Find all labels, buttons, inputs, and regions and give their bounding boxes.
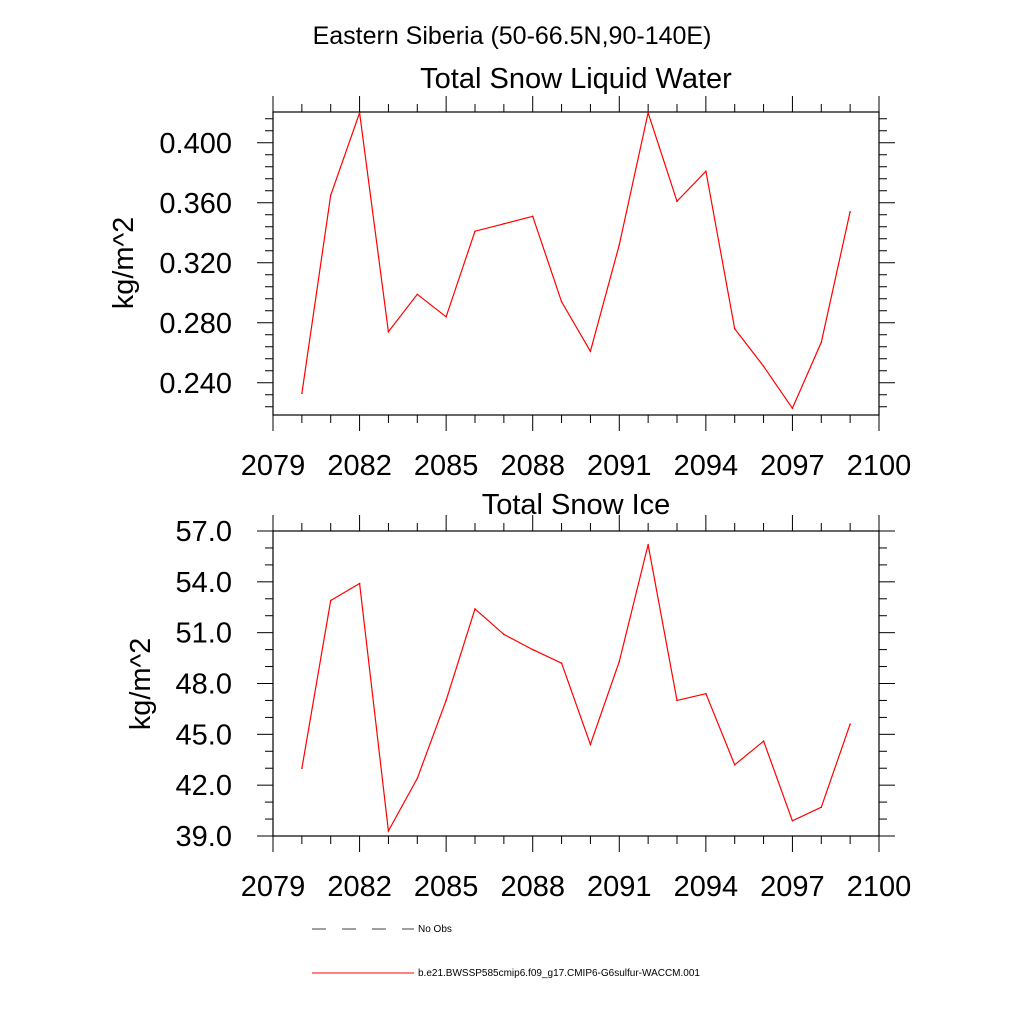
data-point [618,660,621,663]
data-point [560,662,563,664]
chart-title-liquid-water: Total Snow Liquid Water [420,63,732,95]
x-tick-label: 2079 [241,871,306,903]
x-tick-label: 2100 [847,450,912,482]
legend-model-label: b.e21.BWSSP585cmip6.f09_g17.CMIP6-G6sulf… [418,968,700,979]
data-point [849,210,851,213]
x-tick-label: 2094 [674,450,739,482]
data-point [387,830,390,832]
data-point [474,608,476,610]
y-tick-label: 0.360 [159,188,232,220]
plot-frame-snow-ice [272,530,880,837]
y-tick-label: 45.0 [176,719,232,751]
x-tick-label: 2100 [847,871,912,903]
data-point [416,293,419,296]
data-point [329,599,332,602]
y-tick-label: 57.0 [176,516,232,548]
data-point [560,300,563,303]
y-tick-label: 39.0 [176,821,232,853]
data-point [762,365,765,368]
y-tick-label: 54.0 [176,567,232,599]
data-point [705,170,707,173]
y-tick-label: 0.280 [159,308,232,340]
data-point [474,230,476,233]
data-point [301,392,303,395]
y-tick-label: 42.0 [176,770,232,802]
chart-title-snow-ice: Total Snow Ice [482,489,671,521]
data-point [589,350,592,353]
data-point [705,692,707,695]
y-tick-label: 0.320 [159,248,232,280]
x-tick-label: 2088 [500,871,565,903]
data-point [820,341,823,344]
x-tick-label: 2097 [760,871,825,903]
chart-snow-liquid-water: Total Snow Liquid Water kg/m^2 2079 2082 2… [108,63,911,482]
axis-ticks-liquid-water [257,96,895,431]
tick-labels-snow-ice: 2079 2082 2085 2088 2091 2094 2097 2100 39.0 42.0… [176,516,912,903]
data-point [762,740,765,742]
data-point [445,315,447,318]
series-line-snow-ice [301,544,851,833]
series-liquid-water [301,110,851,410]
series-line-liquid-water [301,110,851,410]
data-point [676,200,678,203]
data-point [445,699,447,702]
data-point [503,633,505,636]
chart-snow-ice: Total Snow Ice kg/m^2 2079 2082 2085 2088 20… [125,489,911,903]
data-point [503,222,505,225]
data-point [416,777,419,780]
data-point [329,194,332,197]
data-point [849,723,851,725]
tick-labels-liquid-water: 2079 2082 2085 2088 2091 2094 2097 2100 0.240 0.2… [159,128,911,482]
y-axis-label-snow-ice: kg/m^2 [125,638,157,731]
y-tick-label: 48.0 [176,669,232,701]
data-point [647,111,649,114]
series-snow-ice [301,543,851,833]
y-axis-label-liquid-water: kg/m^2 [108,217,140,310]
data-point [791,819,794,822]
y-tick-label: 0.240 [159,368,232,400]
data-point [387,330,390,333]
data-point [618,243,621,246]
data-point [733,327,736,330]
legend: No Obs b.e21.BWSSP585cmip6.f09_g17.CMIP6… [312,924,700,979]
x-tick-label: 2094 [674,871,739,903]
data-point [531,648,534,651]
y-tick-label: 51.0 [176,618,232,650]
x-tick-label: 2085 [414,450,479,482]
legend-obs-label: No Obs [418,924,452,935]
x-tick-label: 2088 [500,450,565,482]
x-tick-label: 2082 [327,450,392,482]
data-point [301,767,303,770]
data-point [791,407,794,410]
data-point [358,582,361,585]
x-tick-label: 2091 [587,871,652,903]
data-point [820,806,823,808]
data-point [647,543,649,546]
data-point [531,215,534,218]
x-tick-label: 2091 [587,450,652,482]
x-tick-label: 2079 [241,450,306,482]
x-tick-label: 2097 [760,450,825,482]
x-tick-label: 2082 [327,871,392,903]
data-point [589,743,592,746]
plot-frame-liquid-water [272,111,880,416]
x-tick-label: 2085 [414,871,479,903]
data-point [358,111,361,114]
axis-ticks-snow-ice [257,515,895,852]
y-tick-label: 0.400 [159,128,232,160]
data-point [733,764,736,766]
figure-title: Eastern Siberia (50-66.5N,90-140E) [313,22,712,50]
data-point [676,699,678,702]
